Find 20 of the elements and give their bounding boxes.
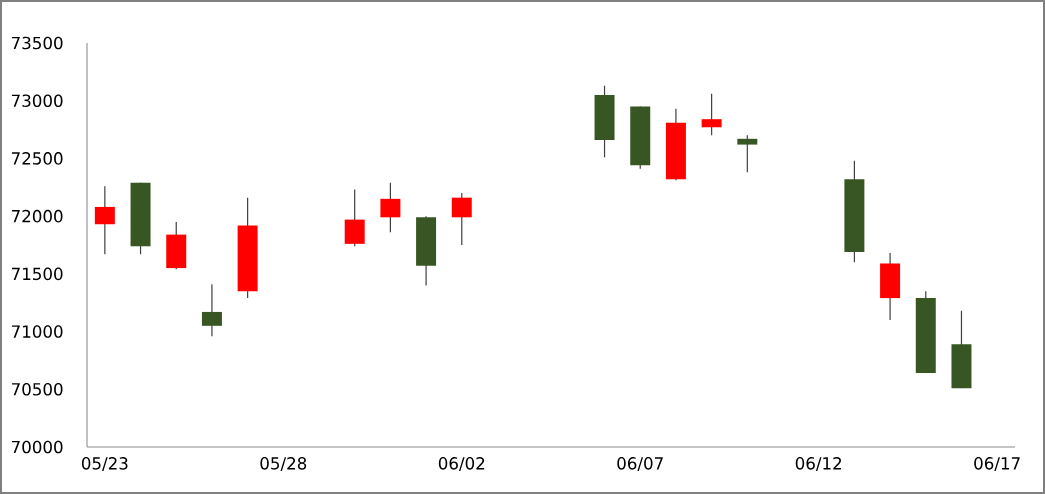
y-tick-label: 72500: [11, 152, 63, 165]
y-tick-label: 71500: [11, 267, 63, 281]
candlestick: [737, 134, 758, 173]
x-tick-label: 06/07: [617, 457, 663, 471]
candlestick: [701, 93, 722, 136]
y-tick-label: 73000: [11, 94, 63, 108]
x-tick-label: 06/12: [795, 457, 842, 471]
y-tick-label: 73500: [11, 36, 63, 50]
y-tick-label: 70000: [11, 440, 63, 454]
x-tick-label: 06/02: [438, 457, 485, 471]
y-tick-label: 71000: [11, 325, 63, 338]
candlestick: [94, 185, 115, 255]
candlestick: [201, 283, 222, 337]
x-tick-label: 06/17: [974, 457, 1020, 471]
x-tick-label: 05/28: [260, 457, 307, 471]
candlestick: [451, 192, 472, 246]
y-tick-label: 70500: [11, 382, 63, 396]
x-tick-label: 05/23: [81, 457, 128, 471]
y-tick-label: 72000: [11, 209, 63, 223]
candlestick: [380, 182, 401, 233]
